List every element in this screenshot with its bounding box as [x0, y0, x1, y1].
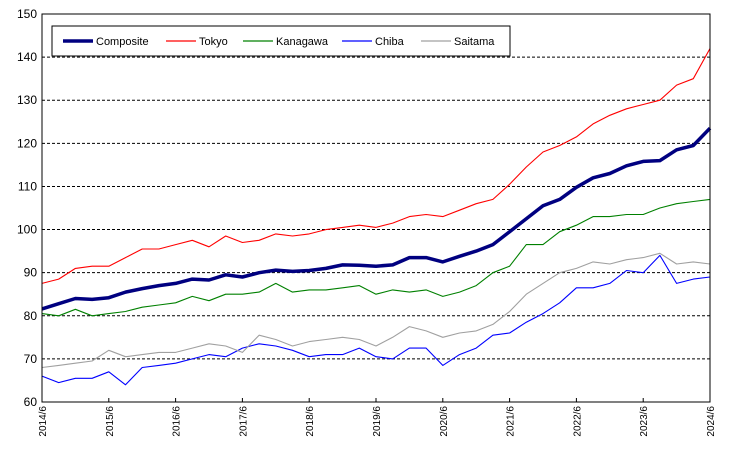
legend: Composite Tokyo Kanagawa Chiba Saitama — [51, 25, 511, 57]
series-line-tokyo — [41, 48, 711, 284]
x-tick-label: 2014/6 — [38, 406, 49, 437]
legend-label-composite: Composite — [96, 36, 149, 48]
x-tick-label: 2020/6 — [439, 406, 450, 437]
x-tick-label: 2023/6 — [639, 406, 650, 437]
y-tick-label: 80 — [24, 309, 38, 323]
y-axis-ticks: 60 70 80 90 100 110 120 130 140 150 — [17, 7, 37, 409]
y-tick-label: 70 — [24, 352, 38, 366]
x-tick-label: 2024/6 — [706, 406, 717, 437]
y-tick-label: 120 — [17, 136, 37, 150]
legend-label-tokyo: Tokyo — [199, 36, 228, 48]
y-tick-label: 90 — [24, 266, 38, 280]
x-tick-label: 2016/6 — [172, 406, 183, 437]
legend-label-saitama: Saitama — [454, 36, 495, 48]
x-tick-label: 2022/6 — [572, 406, 583, 437]
x-tick-label: 2017/6 — [238, 406, 249, 437]
series-line-saitama — [41, 252, 711, 369]
y-tick-label: 110 — [18, 179, 37, 193]
y-tick-label: 60 — [24, 395, 38, 409]
series-line-kanagawa — [41, 198, 711, 317]
x-tick-label: 2015/6 — [105, 406, 116, 437]
x-tick-label: 2018/6 — [305, 406, 316, 437]
gridlines — [42, 56, 710, 360]
series-line-composite — [41, 126, 712, 311]
x-tick-label: 2019/6 — [372, 406, 383, 437]
series-line-chiba — [41, 254, 711, 386]
plot-frame — [41, 13, 711, 403]
legend-label-kanagawa: Kanagawa — [276, 36, 329, 48]
y-tick-label: 100 — [17, 223, 37, 237]
series-lines — [41, 48, 712, 386]
legend-label-chiba: Chiba — [375, 36, 405, 48]
y-tick-label: 140 — [17, 50, 37, 64]
y-tick-label: 130 — [17, 93, 37, 107]
x-tick-label: 2021/6 — [506, 406, 517, 437]
y-tick-label: 150 — [17, 7, 37, 21]
